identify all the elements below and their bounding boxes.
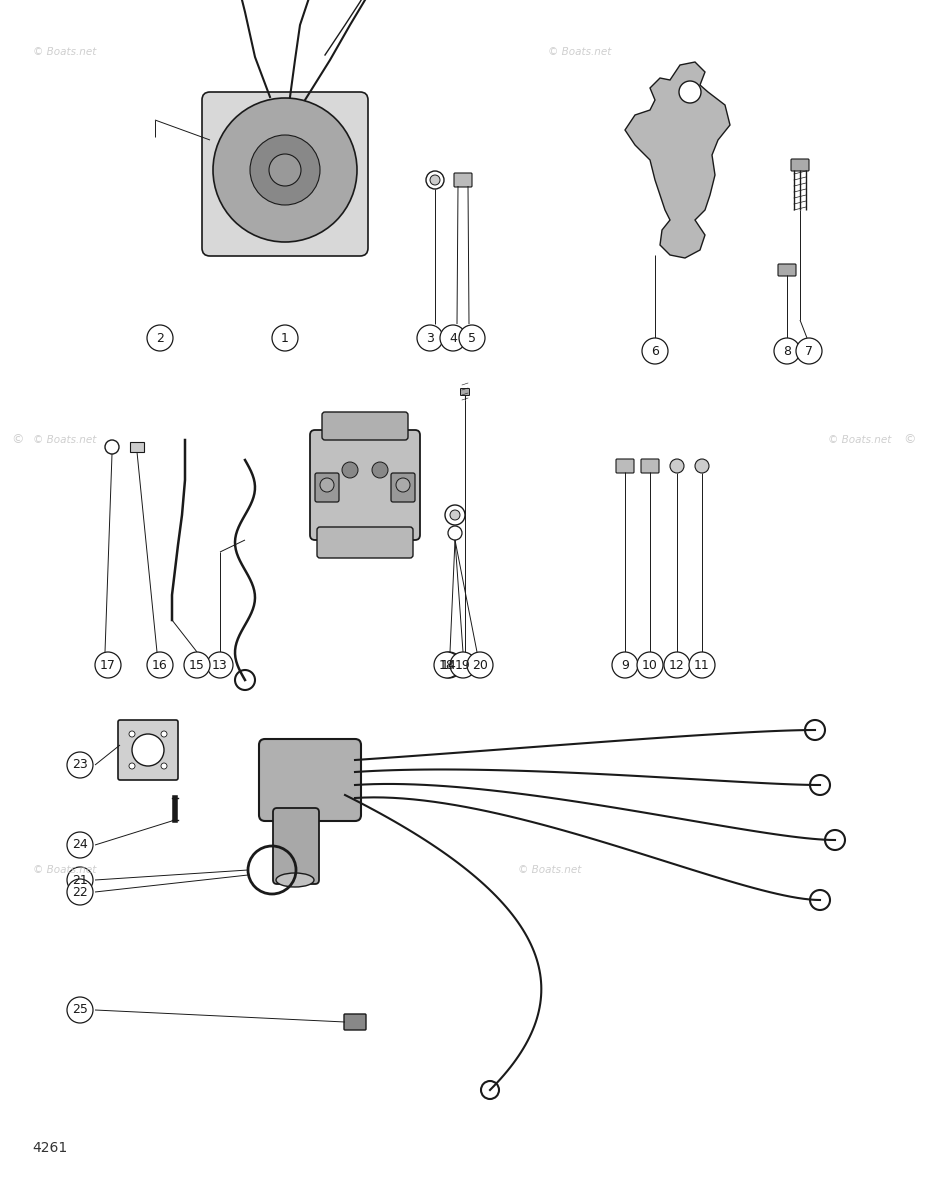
Text: 20: 20	[472, 659, 488, 672]
Circle shape	[132, 734, 164, 766]
Circle shape	[129, 763, 134, 769]
Circle shape	[669, 458, 683, 473]
FancyBboxPatch shape	[344, 1014, 365, 1030]
Text: © Boats.net: © Boats.net	[33, 865, 96, 875]
FancyBboxPatch shape	[310, 430, 420, 540]
Text: 4261: 4261	[32, 1141, 67, 1154]
Text: 25: 25	[72, 1003, 88, 1016]
Text: 24: 24	[72, 839, 88, 852]
Circle shape	[459, 325, 485, 352]
Text: ©: ©	[903, 433, 915, 446]
FancyBboxPatch shape	[322, 412, 408, 440]
Circle shape	[146, 325, 172, 352]
Circle shape	[213, 98, 357, 242]
Circle shape	[272, 325, 298, 352]
FancyBboxPatch shape	[259, 739, 361, 821]
Circle shape	[429, 175, 439, 185]
Circle shape	[436, 652, 462, 678]
Circle shape	[688, 652, 714, 678]
FancyBboxPatch shape	[453, 173, 472, 187]
FancyBboxPatch shape	[118, 720, 178, 780]
Circle shape	[372, 462, 387, 478]
Circle shape	[611, 652, 638, 678]
FancyBboxPatch shape	[616, 460, 633, 473]
Text: 4: 4	[449, 331, 456, 344]
Text: © Boats.net: © Boats.net	[33, 436, 96, 445]
Text: © Boats.net: © Boats.net	[33, 47, 96, 58]
Text: 17: 17	[100, 659, 116, 672]
Circle shape	[67, 878, 93, 905]
Circle shape	[249, 136, 320, 205]
Polygon shape	[624, 62, 730, 258]
Text: 1: 1	[281, 331, 288, 344]
Text: 12: 12	[668, 659, 684, 672]
Circle shape	[67, 832, 93, 858]
FancyBboxPatch shape	[777, 264, 795, 276]
FancyBboxPatch shape	[273, 808, 319, 884]
Circle shape	[679, 80, 700, 103]
FancyBboxPatch shape	[390, 473, 414, 502]
Text: 22: 22	[72, 886, 88, 899]
FancyBboxPatch shape	[460, 389, 469, 396]
Circle shape	[434, 652, 460, 678]
Text: 21: 21	[72, 874, 88, 887]
Text: 3: 3	[425, 331, 434, 344]
Circle shape	[67, 997, 93, 1022]
Text: 9: 9	[620, 659, 629, 672]
Circle shape	[450, 510, 460, 520]
Text: 10: 10	[641, 659, 657, 672]
Circle shape	[466, 652, 492, 678]
FancyBboxPatch shape	[641, 460, 658, 473]
Circle shape	[342, 462, 358, 478]
Text: 8: 8	[782, 344, 790, 358]
Circle shape	[184, 652, 210, 678]
Circle shape	[67, 752, 93, 778]
Circle shape	[320, 478, 334, 492]
Text: 2: 2	[156, 331, 164, 344]
Circle shape	[207, 652, 233, 678]
FancyBboxPatch shape	[790, 160, 808, 172]
Circle shape	[160, 731, 167, 737]
Circle shape	[773, 338, 799, 364]
Circle shape	[795, 338, 821, 364]
Circle shape	[664, 652, 690, 678]
Circle shape	[641, 338, 667, 364]
Circle shape	[67, 866, 93, 893]
Circle shape	[160, 763, 167, 769]
FancyBboxPatch shape	[317, 527, 413, 558]
Circle shape	[95, 652, 121, 678]
Text: 6: 6	[651, 344, 658, 358]
Text: 18: 18	[438, 659, 454, 672]
Text: 5: 5	[467, 331, 476, 344]
Text: 23: 23	[72, 758, 88, 772]
Circle shape	[439, 325, 465, 352]
Text: 7: 7	[804, 344, 812, 358]
FancyBboxPatch shape	[130, 442, 144, 452]
Circle shape	[396, 478, 410, 492]
Text: 14: 14	[440, 659, 456, 672]
Circle shape	[416, 325, 442, 352]
Text: 19: 19	[454, 659, 470, 672]
Circle shape	[129, 731, 134, 737]
Text: © Boats.net: © Boats.net	[828, 436, 891, 445]
FancyBboxPatch shape	[314, 473, 338, 502]
FancyBboxPatch shape	[202, 92, 368, 256]
Circle shape	[636, 652, 662, 678]
Text: © Boats.net: © Boats.net	[518, 865, 581, 875]
Text: ©: ©	[12, 433, 24, 446]
Text: 16: 16	[152, 659, 168, 672]
Circle shape	[694, 458, 708, 473]
Circle shape	[450, 652, 476, 678]
Text: © Boats.net: © Boats.net	[548, 47, 611, 58]
Text: 13: 13	[212, 659, 228, 672]
Ellipse shape	[275, 874, 313, 887]
Circle shape	[269, 154, 300, 186]
Circle shape	[146, 652, 172, 678]
Text: 15: 15	[189, 659, 205, 672]
Text: 11: 11	[693, 659, 709, 672]
